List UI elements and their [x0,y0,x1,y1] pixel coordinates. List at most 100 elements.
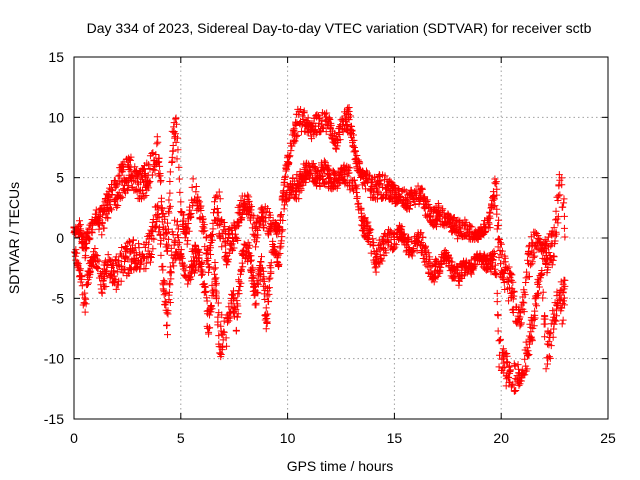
data-point [525,273,533,281]
data-point [181,267,189,275]
data-point [262,208,270,216]
data-point [542,365,550,373]
data-point [326,174,334,182]
data-point [523,268,531,276]
data-point [496,236,504,244]
data-point [222,334,230,342]
data-point [511,362,519,370]
data-point [164,331,172,339]
data-point [265,275,273,283]
x-axis-label: GPS time / hours [287,458,394,474]
data-point [107,206,115,214]
data-point [135,244,143,252]
y-tick-label: -5 [52,290,65,306]
x-tick-label: 15 [387,430,403,446]
data-point [294,111,302,119]
data-point [295,195,303,203]
data-point [552,305,560,313]
data-point [89,221,97,229]
data-point [175,163,183,171]
x-tick-label: 5 [177,430,185,446]
data-point [324,165,332,173]
data-point [102,283,110,291]
data-point [505,277,513,285]
data-point [543,237,551,245]
data-point [517,319,525,327]
data-point [95,257,103,265]
data-point [313,111,321,119]
data-point [164,225,172,233]
data-point [86,235,94,243]
data-point [319,123,327,131]
data-point [276,244,284,252]
data-point [516,322,524,330]
data-point [531,252,539,260]
data-point [91,244,99,252]
data-point [504,265,512,273]
data-point [209,236,217,244]
data-point [508,381,516,389]
data-point [539,288,547,296]
data-point [126,238,134,246]
data-point [361,214,369,222]
data-point [163,229,171,237]
data-point [216,195,224,203]
data-point [232,306,240,314]
data-point [167,244,175,252]
data-point [188,183,196,191]
data-point [165,204,173,212]
data-point [174,146,182,154]
data-point [84,279,92,287]
data-point [350,176,358,184]
data-point [345,116,353,124]
data-point [370,239,378,247]
data-point [148,171,156,179]
data-point [214,299,222,307]
data-point [162,290,170,298]
data-point [439,205,447,213]
data-point [75,266,83,274]
data-point [177,246,185,254]
data-point [560,294,568,302]
data-point [497,251,505,259]
data-point [117,277,125,285]
data-point [232,327,240,335]
y-tick-label: 0 [56,230,64,246]
data-point [75,217,83,225]
data-point [521,371,529,379]
data-point [115,189,123,197]
data-point [436,266,444,274]
data-point [503,352,511,360]
data-point [349,143,357,151]
data-point [81,294,89,302]
data-point [142,192,150,200]
data-point [559,203,567,211]
data-point [330,130,338,138]
data-point [160,277,168,285]
data-point [149,245,157,253]
data-point [558,320,566,328]
data-point [172,130,180,138]
data-point [180,261,188,269]
data-point [237,279,245,287]
data-point [369,235,377,243]
data-point [551,237,559,245]
data-point [200,221,208,229]
data-point [435,202,443,210]
data-point [549,307,557,315]
y-tick-label: 5 [56,170,64,186]
data-point [531,307,539,315]
data-point [264,205,272,213]
data-point [316,183,324,191]
data-point [525,351,533,359]
data-point [376,177,384,185]
data-point [496,260,504,268]
data-point [309,160,317,168]
data-point [367,226,375,234]
data-point [344,169,352,177]
data-point [118,262,126,270]
data-point [198,258,206,266]
data-point [222,248,230,256]
data-point [264,287,272,295]
data-point [555,182,563,190]
